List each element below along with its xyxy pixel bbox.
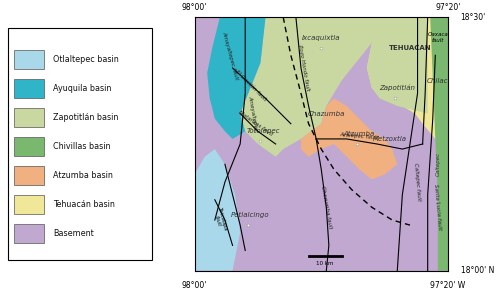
FancyBboxPatch shape bbox=[14, 108, 44, 127]
Text: Totolepec: Totolepec bbox=[246, 128, 280, 134]
Text: 18°00' N: 18°00' N bbox=[460, 266, 494, 275]
Text: Caltepec: Caltepec bbox=[436, 152, 440, 176]
FancyBboxPatch shape bbox=[8, 28, 152, 260]
Text: Ixcaquixtla: Ixcaquixtla bbox=[302, 35, 341, 41]
Text: Metzoxtla: Metzoxtla bbox=[372, 136, 406, 142]
Polygon shape bbox=[207, 17, 266, 139]
Polygon shape bbox=[240, 17, 428, 157]
FancyBboxPatch shape bbox=[14, 195, 44, 214]
FancyBboxPatch shape bbox=[14, 137, 44, 156]
Text: Chazumba fault: Chazumba fault bbox=[320, 185, 332, 229]
FancyBboxPatch shape bbox=[14, 79, 44, 98]
Polygon shape bbox=[367, 17, 448, 139]
Text: 97°20': 97°20' bbox=[436, 3, 460, 12]
Text: Tehuacán basin: Tehuacán basin bbox=[53, 200, 115, 209]
Text: Zapotitlán basin: Zapotitlán basin bbox=[53, 113, 118, 122]
Text: Chilac: Chilac bbox=[427, 78, 448, 84]
Text: 97°20' W: 97°20' W bbox=[430, 281, 466, 288]
FancyBboxPatch shape bbox=[14, 224, 44, 243]
Text: Atzumba: Atzumba bbox=[344, 131, 375, 137]
Text: Basement: Basement bbox=[53, 229, 94, 238]
FancyBboxPatch shape bbox=[14, 50, 44, 69]
Text: Caltepec fault: Caltepec fault bbox=[414, 163, 422, 201]
Polygon shape bbox=[194, 17, 448, 271]
Text: Petlalcingo: Petlalcingo bbox=[231, 212, 270, 218]
Text: Texcalapa
fault: Texcalapa fault bbox=[212, 207, 228, 233]
Text: 10 km: 10 km bbox=[316, 261, 334, 266]
FancyBboxPatch shape bbox=[14, 166, 44, 185]
Text: 98°00': 98°00' bbox=[182, 3, 207, 12]
Text: Amayaltepec fault: Amayaltepec fault bbox=[221, 31, 239, 80]
Text: Matanzas fault: Matanzas fault bbox=[238, 110, 274, 137]
Text: Otlaltepec basin: Otlaltepec basin bbox=[53, 55, 119, 64]
Text: TEHUACAN: TEHUACAN bbox=[388, 45, 432, 51]
Text: Pozo Hondo fault: Pozo Hondo fault bbox=[297, 45, 310, 91]
Text: Chazumba: Chazumba bbox=[308, 111, 345, 117]
Polygon shape bbox=[194, 149, 240, 271]
Polygon shape bbox=[301, 98, 398, 179]
Text: Santa Lucia fault: Santa Lucia fault bbox=[434, 184, 442, 231]
Text: Acalepec fault: Acalepec fault bbox=[340, 132, 379, 141]
Text: Ayuquila basin: Ayuquila basin bbox=[53, 84, 112, 93]
Text: Zapotitlán: Zapotitlán bbox=[380, 85, 416, 92]
Text: 18°30': 18°30' bbox=[460, 13, 486, 22]
Polygon shape bbox=[430, 17, 448, 271]
Text: Atzumba basin: Atzumba basin bbox=[53, 171, 113, 180]
Text: Ameyaltepec: Ameyaltepec bbox=[247, 95, 258, 132]
Text: Oaxaca
fault: Oaxaca fault bbox=[428, 32, 448, 43]
Text: El Gavilán fault: El Gavilán fault bbox=[234, 69, 267, 102]
Text: Chivillas basin: Chivillas basin bbox=[53, 142, 110, 151]
Text: 98°00': 98°00' bbox=[182, 281, 207, 288]
